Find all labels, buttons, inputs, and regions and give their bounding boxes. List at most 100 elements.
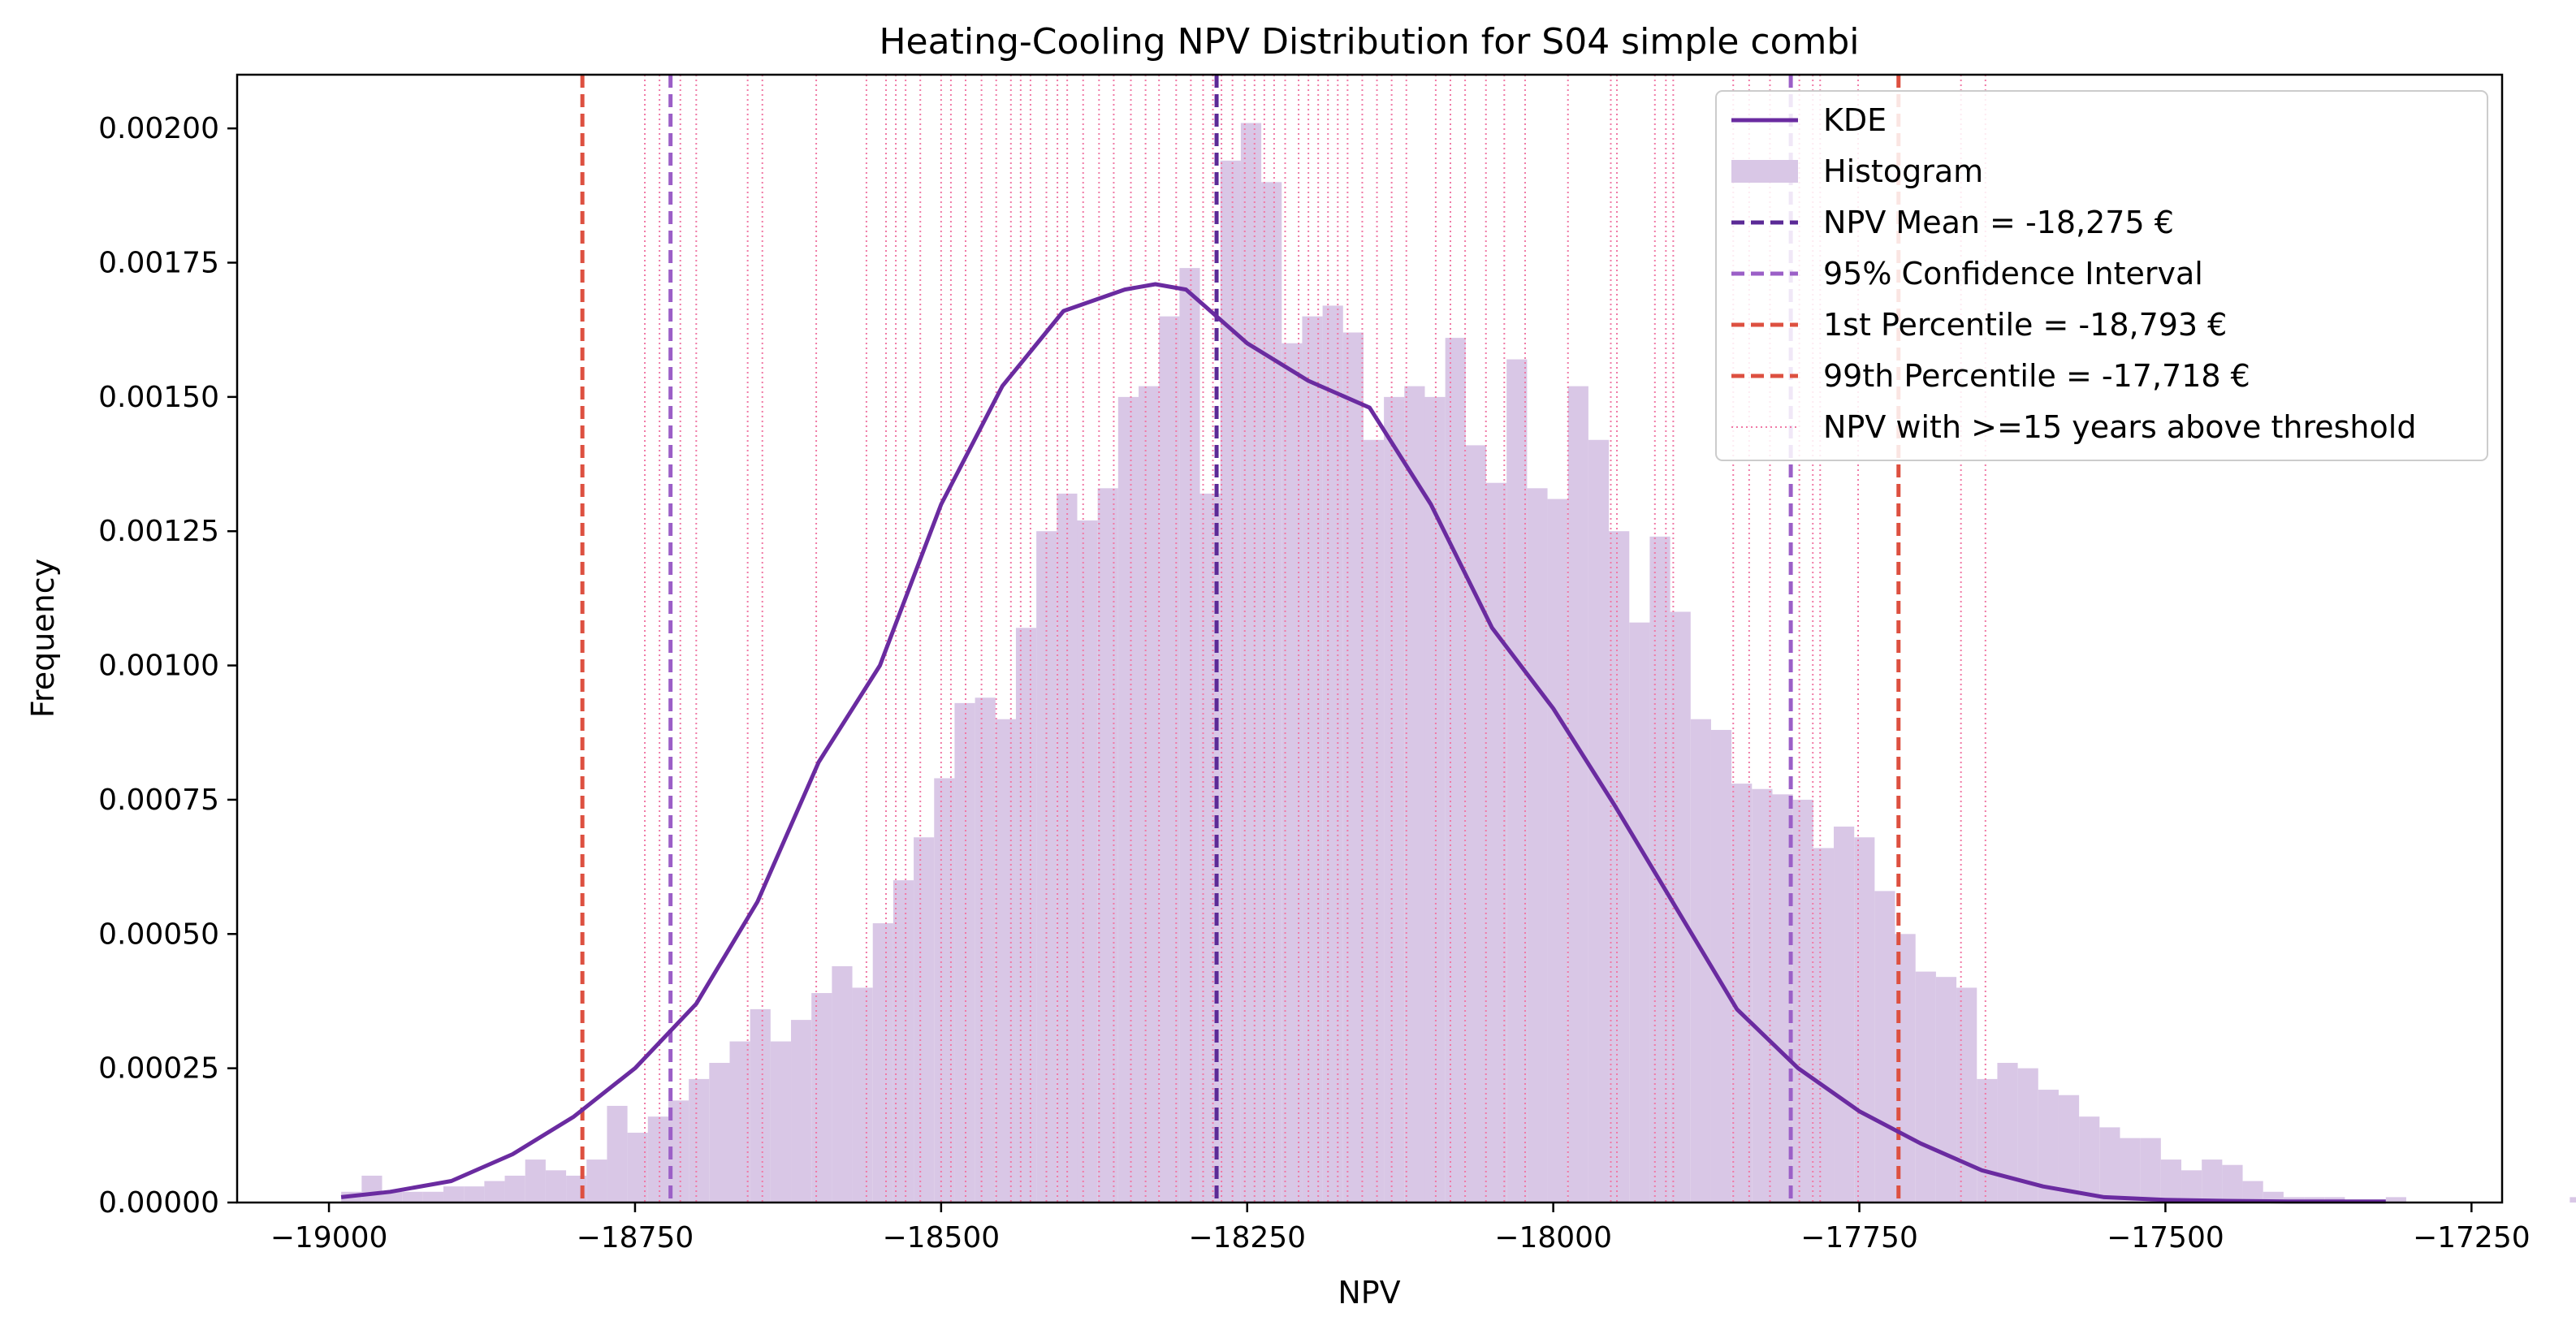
kde-curve [340, 282, 2386, 1204]
x-tick-label: −17750 [1800, 1221, 1918, 1254]
histogram-bar [872, 923, 893, 1203]
legend-label: NPV Mean = -18,275 € [1823, 205, 2174, 240]
histogram-bar [361, 1175, 383, 1203]
histogram-bar [729, 1041, 750, 1203]
histogram-bar [750, 1008, 771, 1203]
legend-swatch [1731, 160, 1798, 183]
histogram-bar [484, 1181, 505, 1203]
histogram-bar [1854, 837, 1875, 1203]
histogram-bar [1547, 499, 1568, 1203]
histogram-bar [1997, 1063, 2018, 1203]
histogram-bar [545, 1170, 567, 1203]
histogram-bar [2385, 1197, 2406, 1203]
histogram-bar [1322, 305, 1343, 1203]
y-tick-label: 0.00050 [98, 918, 219, 951]
histogram-bar [1424, 396, 1446, 1203]
histogram-bar [2140, 1138, 2161, 1203]
histogram-bar [1710, 729, 1732, 1203]
histogram-bar [2222, 1164, 2243, 1203]
histogram-bar [1977, 1078, 1998, 1203]
histogram-bar [1117, 396, 1139, 1203]
histogram-bar [1342, 332, 1364, 1203]
histogram-bar [1139, 386, 1160, 1203]
histogram-bar [504, 1175, 525, 1203]
y-tick-label: 0.00075 [98, 784, 219, 817]
legend-label: Histogram [1823, 153, 1983, 189]
histogram-bar [1220, 160, 1241, 1203]
histogram-bar [1240, 123, 1262, 1203]
histogram-bar [1077, 520, 1098, 1203]
y-tick-label: 0.00175 [98, 247, 219, 280]
histogram-bar [1588, 439, 1610, 1203]
legend: KDE Histogram NPV Mean = -18,275 € 95% Conf… [1715, 90, 2488, 461]
x-tick-label: −18000 [1494, 1221, 1612, 1254]
legend-label: KDE [1823, 102, 1887, 138]
histogram-bar [811, 993, 832, 1203]
histogram-bar [2079, 1116, 2100, 1203]
y-tick-label: 0.00000 [98, 1186, 219, 1220]
histogram-bar [1302, 316, 1323, 1203]
histogram-bar [1363, 439, 1385, 1203]
histogram-bar [1404, 386, 1425, 1203]
histogram-bar [2181, 1170, 2202, 1203]
histogram-bar [770, 1041, 792, 1203]
histogram-bar [2160, 1159, 2182, 1203]
histogram-bar [1935, 977, 1957, 1203]
histogram-bar [382, 1191, 403, 1203]
histogram-bar [1179, 268, 1200, 1203]
histogram-bar [1506, 359, 1528, 1203]
histogram-bar [607, 1105, 628, 1203]
histogram-bar [443, 1186, 465, 1203]
histogram-bar [995, 719, 1016, 1203]
histogram-bar [2120, 1138, 2141, 1203]
y-tick-label: 0.00125 [98, 515, 219, 548]
y-tick-label: 0.00150 [98, 381, 219, 414]
histogram-bar [1465, 445, 1487, 1203]
histogram-bar [893, 880, 914, 1203]
histogram-bar [975, 697, 996, 1203]
histogram-bar [2099, 1127, 2120, 1203]
histogram-bar [1731, 784, 1753, 1203]
y-tick-label: 0.00200 [98, 112, 219, 145]
x-tick-label: −18750 [577, 1221, 694, 1254]
histogram-bar [2202, 1159, 2223, 1203]
chart-title: Heating-Cooling NPV Distribution for S04… [879, 21, 1859, 63]
legend-box [1715, 90, 2488, 461]
x-axis-label: NPV [1338, 1275, 1400, 1311]
histogram-bar [914, 837, 935, 1203]
histogram-bar [1057, 493, 1078, 1203]
histogram-bar [934, 778, 955, 1203]
x-tick-label: −17500 [2107, 1221, 2224, 1254]
histogram-bar [1527, 488, 1548, 1203]
x-tick-label: −18250 [1188, 1221, 1306, 1254]
histogram-bar [1834, 827, 1855, 1203]
histogram-bar [1956, 987, 1977, 1203]
histogram-bar [1792, 799, 1813, 1203]
legend-label: 95% Confidence Interval [1823, 256, 2203, 291]
histogram-bar [1097, 488, 1118, 1203]
histogram-bar [689, 1078, 710, 1203]
histogram-bar [1384, 396, 1405, 1203]
histogram-bar [1752, 788, 1773, 1203]
histogram-bar [1445, 338, 1466, 1203]
histogram-bar [1813, 848, 1835, 1203]
histogram-bar [402, 1191, 423, 1203]
legend-label: 1st Percentile = -18,793 € [1823, 307, 2227, 343]
legend-items: KDE Histogram NPV Mean = -18,275 € 95% Conf… [1731, 102, 2416, 445]
kde-layer [340, 282, 2386, 1204]
histogram-bar [2570, 1197, 2576, 1203]
histogram-bar [586, 1159, 607, 1203]
histogram-bar [1609, 531, 1630, 1203]
histogram-bar [832, 965, 853, 1203]
histogram-bar [1036, 531, 1057, 1203]
y-tick-label: 0.00025 [98, 1052, 219, 1086]
x-tick-label: −19000 [270, 1221, 388, 1254]
histogram-bar [1874, 891, 1895, 1203]
legend-label: NPV with >=15 years above threshold [1823, 409, 2416, 445]
histogram-bar [2058, 1095, 2080, 1203]
legend-label: 99th Percentile = -17,718 € [1823, 358, 2250, 394]
histogram-bar [2242, 1181, 2263, 1203]
histogram-bar [1015, 628, 1037, 1203]
x-axis-ticks: −19000 −18750 −18500 −18250 −18000 −17750 −175… [270, 1203, 2531, 1254]
